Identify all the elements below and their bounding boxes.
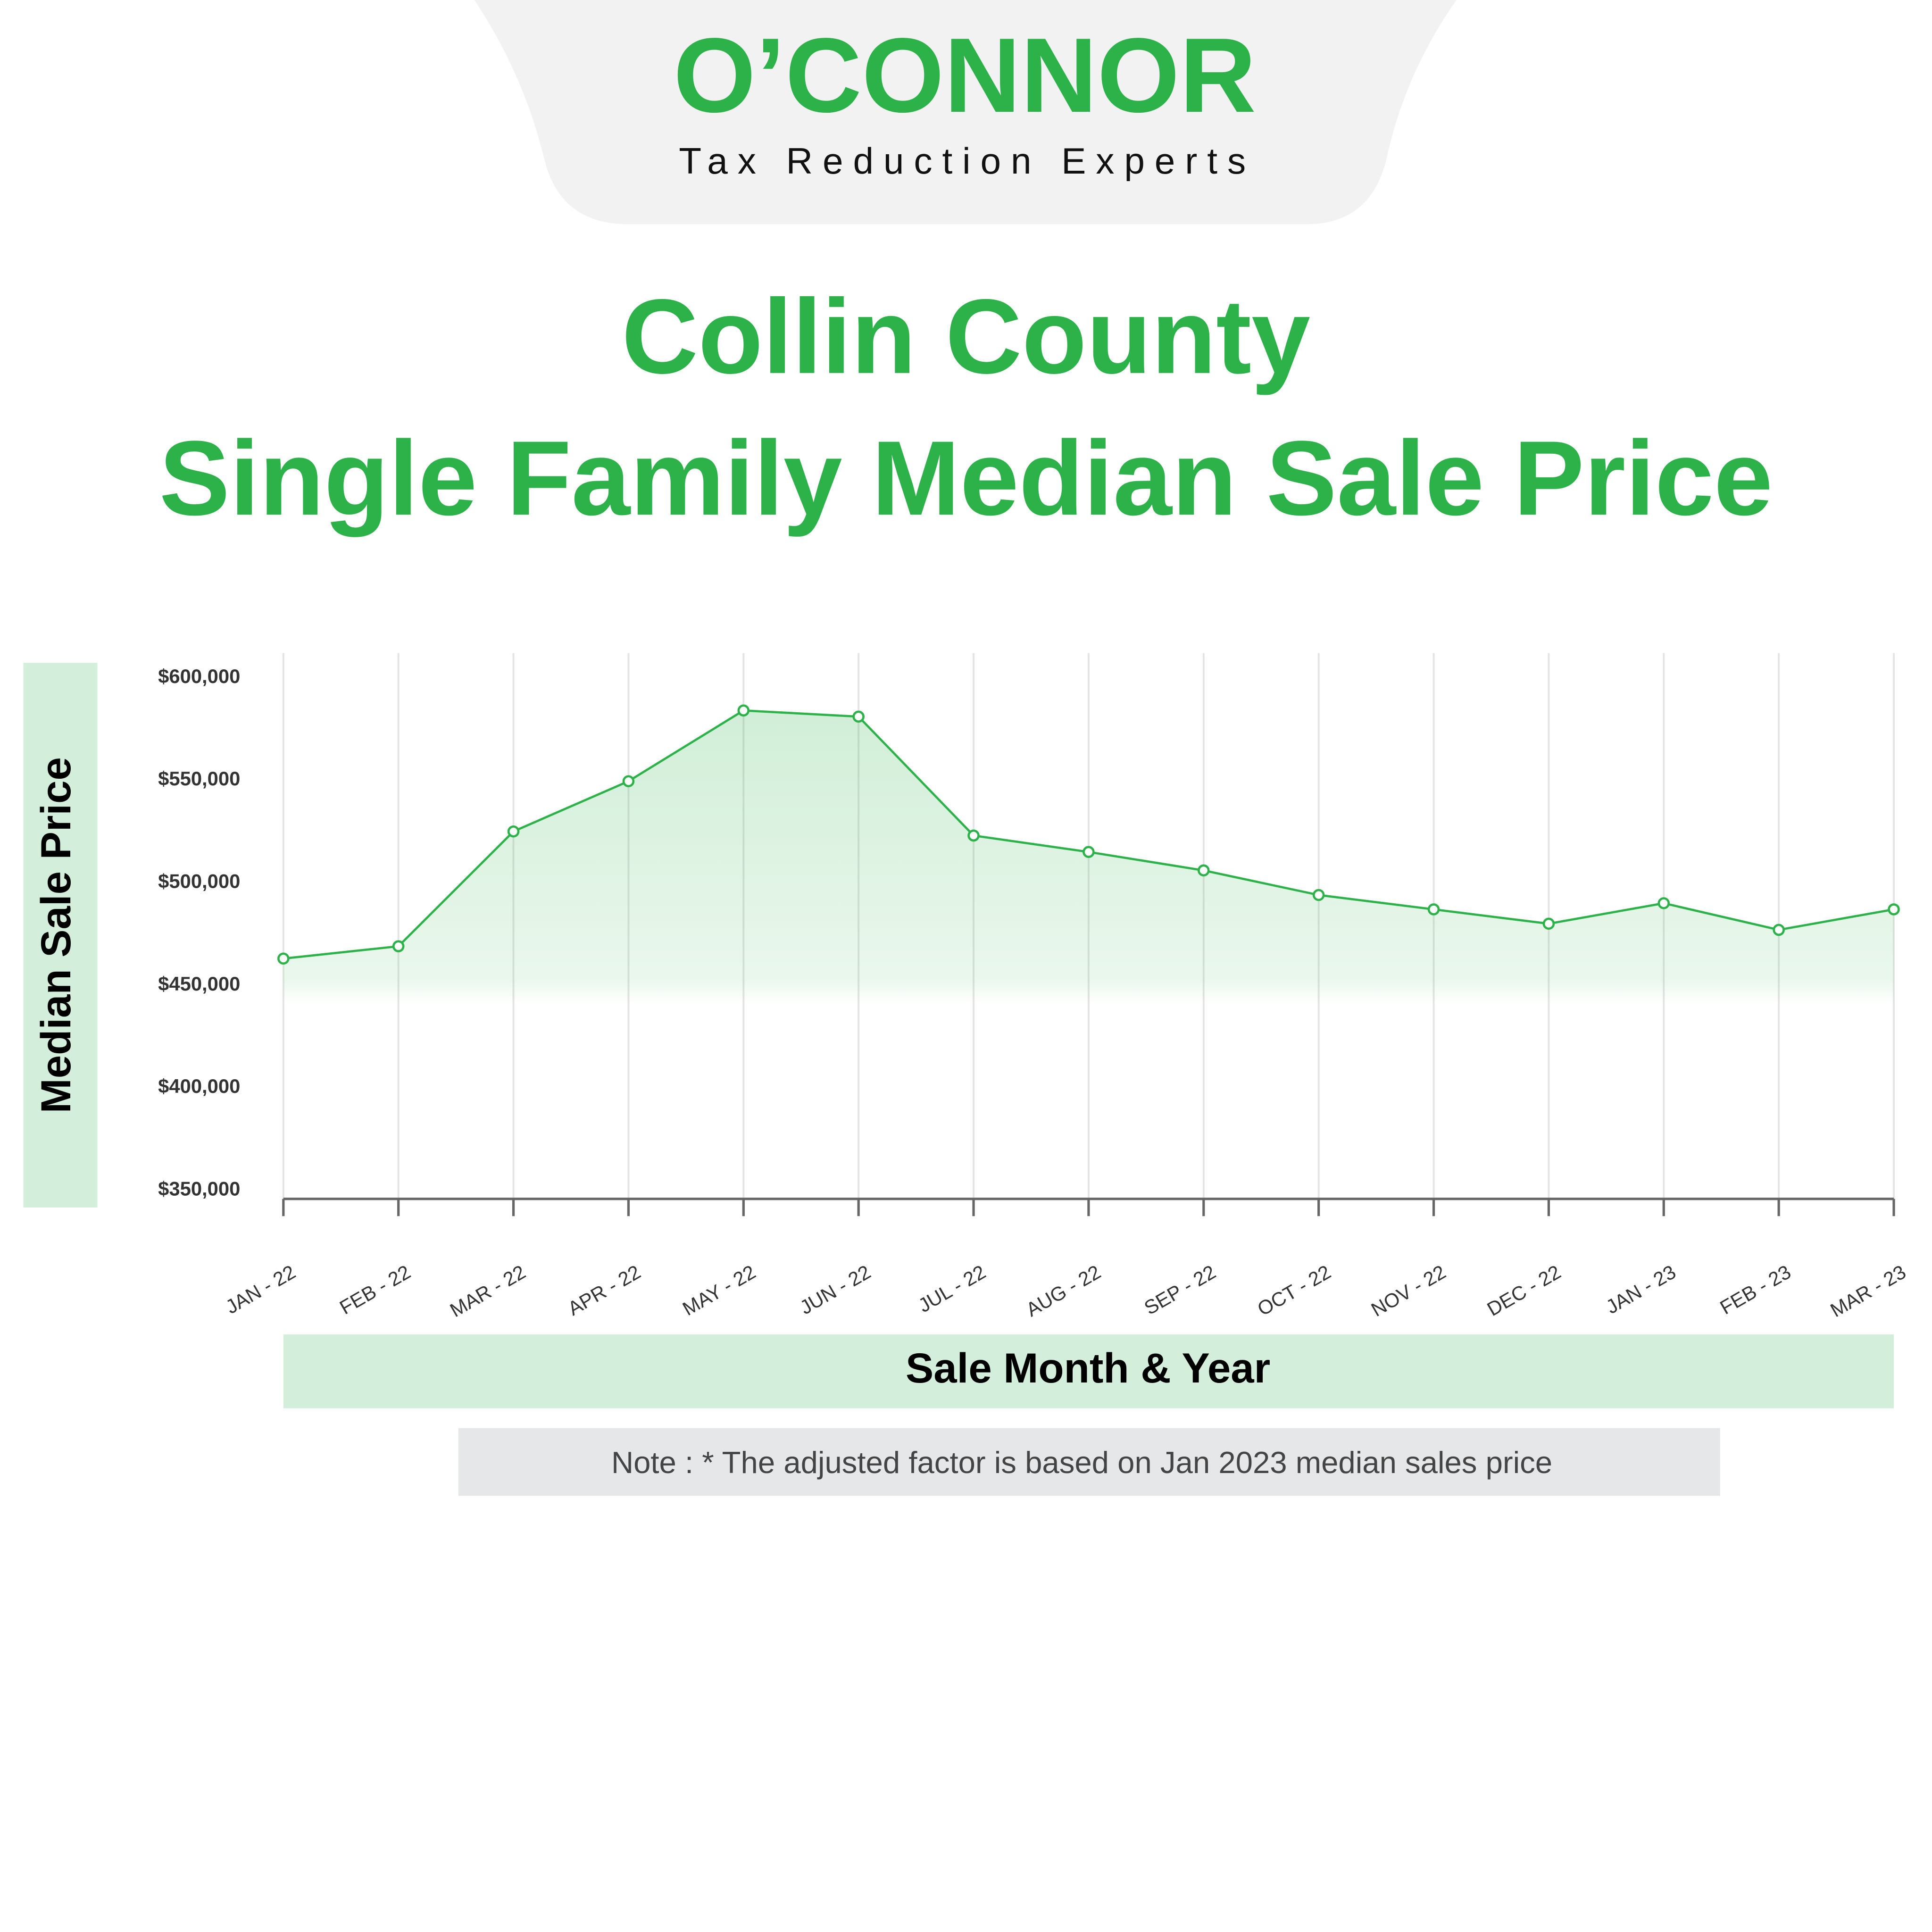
x-tick-label: NOV - 22 (1367, 1260, 1449, 1321)
x-tick-label: SEP - 22 (1141, 1260, 1220, 1319)
point (1773, 924, 1785, 936)
point (622, 775, 635, 788)
chart-subtitle: Single Family Median Sale Price (159, 419, 1773, 537)
point (392, 940, 405, 952)
point (1888, 903, 1900, 916)
y-tick-label: $600,000 (158, 665, 240, 687)
x-tick-label: FEB - 22 (336, 1260, 414, 1318)
x-tick-label: JAN - 22 (222, 1260, 299, 1318)
logo: O’CONNOR (674, 16, 1257, 134)
point (967, 829, 980, 842)
point (1083, 846, 1095, 858)
note: Note : * The adjusted factor is based on… (611, 1445, 1552, 1480)
point (1657, 897, 1670, 909)
tagline: Tax Reduction Experts (679, 140, 1256, 182)
x-tick-label: AUG - 22 (1022, 1260, 1104, 1321)
y-tick-label: $350,000 (158, 1177, 240, 1199)
x-tick-label: DEC - 22 (1483, 1260, 1565, 1320)
point (737, 704, 750, 717)
note-box (458, 1428, 1720, 1496)
x-tick-label: JAN - 23 (1602, 1260, 1680, 1318)
x-tick-label: MAR - 22 (446, 1260, 529, 1321)
plot: JAN - 22 FEB - 22 MAR - 22 APR - 22 MAY - 22… (158, 653, 1910, 1321)
point (277, 952, 290, 965)
x-tick-label: APR - 22 (564, 1260, 644, 1319)
point (1542, 917, 1555, 930)
x-axis-label: Sale Month & Year (906, 1345, 1270, 1391)
x-label-box (283, 1334, 1894, 1408)
point (1197, 864, 1210, 877)
x-tick-label: MAY - 22 (679, 1260, 759, 1320)
area (283, 710, 1894, 1199)
x-tick-label: MAR - 23 (1826, 1260, 1909, 1321)
x-tick-label: JUL - 22 (915, 1260, 990, 1316)
point (852, 710, 865, 723)
point (1312, 889, 1325, 901)
y-tick-label: $500,000 (158, 870, 240, 892)
chart-title: Collin County (622, 277, 1310, 396)
y-tick-label: $550,000 (158, 767, 240, 790)
x-tick-label: OCT - 22 (1254, 1260, 1335, 1320)
x-tick-label: JUN - 22 (796, 1260, 874, 1318)
y-axis-label: Median Sale Price (33, 757, 79, 1113)
point (507, 825, 520, 838)
y-label-box (23, 663, 98, 1208)
y-tick-label: $450,000 (158, 973, 240, 995)
y-tick-label: $400,000 (158, 1075, 240, 1097)
x-tick-label: FEB - 23 (1716, 1260, 1794, 1318)
point (1427, 903, 1440, 916)
header-panel (474, 0, 1457, 225)
